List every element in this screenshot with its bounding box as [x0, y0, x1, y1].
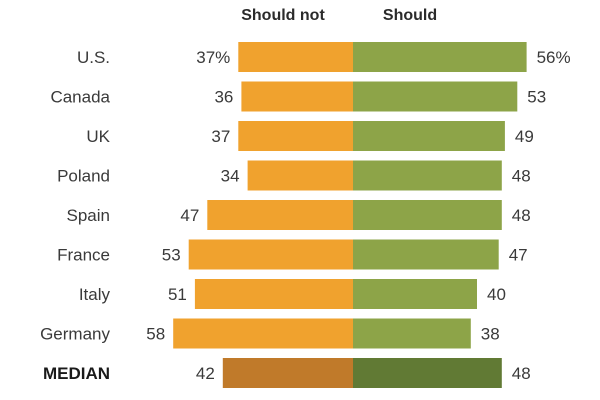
bars-group: U.S. 37% 56% Canada 36 53 UK 37 49 Poland 34 48 Spai… — [40, 42, 571, 388]
value-should-u-s: 56% — [537, 48, 571, 67]
category-label-canada: Canada — [50, 88, 110, 107]
bar-should-not-poland — [247, 160, 353, 191]
value-should-not-median: 42 — [196, 364, 215, 383]
header-should: Should — [383, 7, 437, 24]
value-should-not-poland: 34 — [221, 167, 240, 186]
bar-should-not-u-s — [238, 42, 353, 72]
category-label-uk: UK — [86, 127, 110, 146]
value-should-not-spain: 47 — [180, 206, 199, 225]
bar-should-median — [353, 358, 502, 388]
bar-should-not-spain — [207, 200, 353, 230]
value-should-canada: 53 — [527, 88, 546, 107]
category-label-median: MEDIAN — [43, 364, 110, 383]
value-should-spain: 48 — [512, 206, 531, 225]
bar-should-italy — [353, 279, 477, 309]
bar-should-not-canada — [241, 81, 353, 112]
category-label-italy: Italy — [79, 285, 111, 304]
bar-should-germany — [353, 318, 471, 349]
value-should-uk: 49 — [515, 127, 534, 146]
bar-should-poland — [353, 160, 502, 191]
bar-should-uk — [353, 121, 505, 151]
bar-should-not-italy — [194, 279, 353, 309]
category-label-spain: Spain — [67, 206, 110, 225]
value-should-not-uk: 37 — [211, 127, 230, 146]
category-label-poland: Poland — [57, 167, 110, 186]
value-should-not-canada: 36 — [214, 88, 233, 107]
header-should-not: Should not — [241, 7, 325, 24]
bar-should-not-median — [222, 358, 353, 388]
bar-should-france — [353, 239, 499, 270]
bar-should-spain — [353, 200, 502, 230]
bar-should-not-france — [188, 239, 353, 270]
value-should-germany: 38 — [481, 325, 500, 344]
category-label-france: France — [57, 246, 110, 265]
value-should-poland: 48 — [512, 167, 531, 186]
bar-should-u-s — [353, 42, 527, 72]
value-should-not-u-s: 37% — [196, 48, 230, 67]
bar-should-not-uk — [238, 121, 353, 151]
value-should-not-germany: 58 — [146, 325, 165, 344]
bar-should-not-germany — [173, 318, 353, 349]
value-should-median: 48 — [512, 364, 531, 383]
value-should-france: 47 — [509, 246, 528, 265]
value-should-not-france: 53 — [162, 246, 181, 265]
value-should-italy: 40 — [487, 285, 506, 304]
category-label-u-s: U.S. — [77, 48, 110, 67]
bar-should-canada — [353, 81, 518, 112]
value-should-not-italy: 51 — [168, 285, 187, 304]
category-label-germany: Germany — [40, 325, 110, 344]
